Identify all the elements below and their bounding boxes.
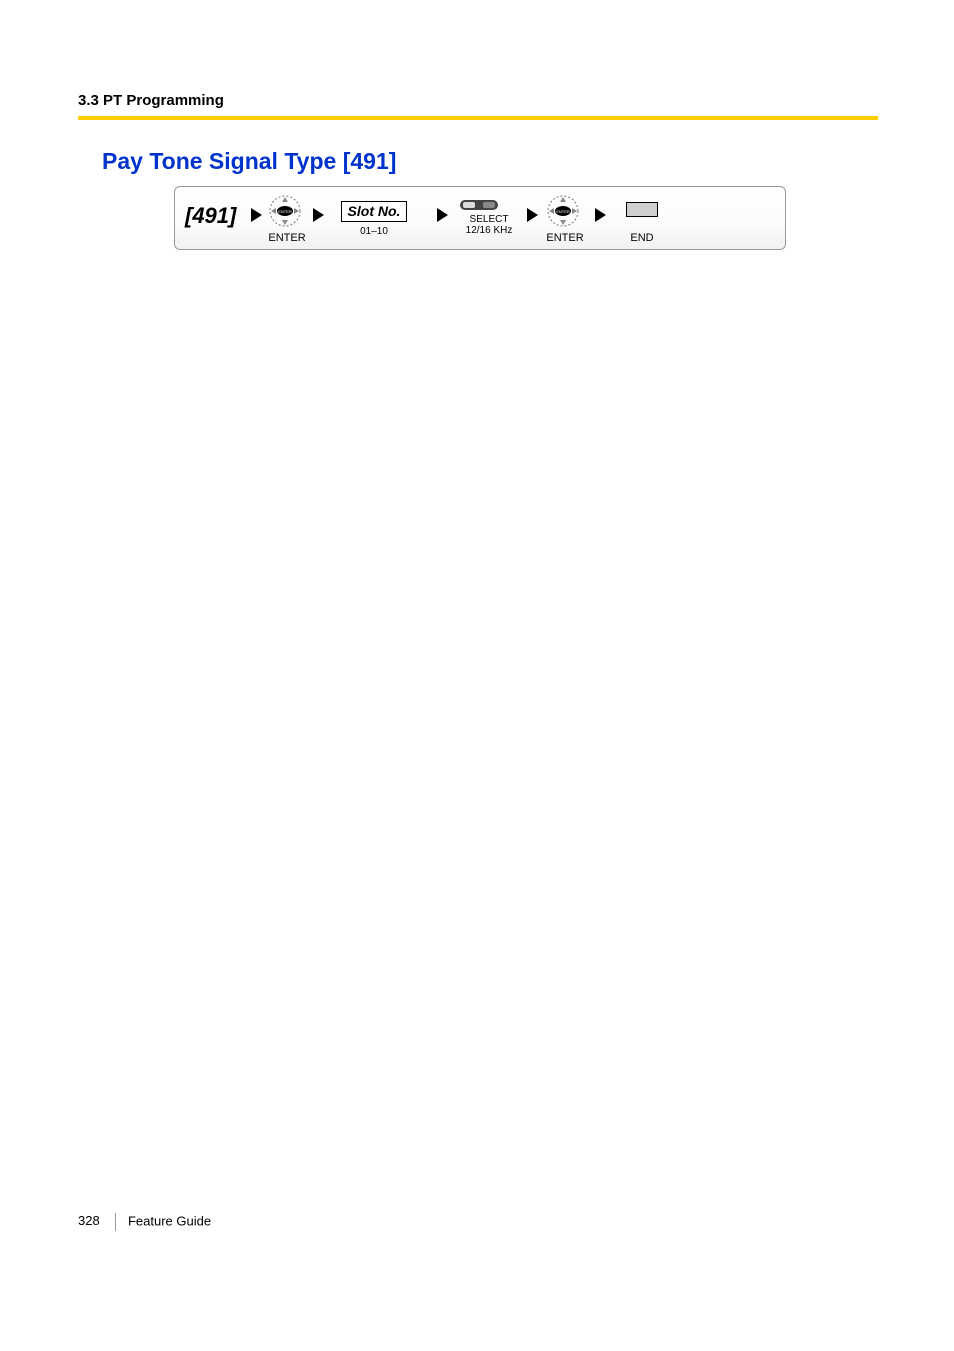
slot-number-box: Slot No. xyxy=(341,201,408,222)
arrow-icon xyxy=(313,208,324,227)
arrow-icon xyxy=(437,208,448,227)
arrow-icon xyxy=(595,208,606,227)
slot-number-step: Slot No. 01–10 xyxy=(335,201,413,237)
arrow-icon xyxy=(527,208,538,227)
enter-key: ENTER ENTER xyxy=(265,193,309,244)
guide-name: Feature Guide xyxy=(128,1213,211,1228)
program-code: [491] xyxy=(185,205,236,228)
end-key: END xyxy=(617,202,667,244)
footer-divider xyxy=(115,1213,116,1231)
select-key: SELECT 12/16 KHz xyxy=(459,197,519,236)
programming-flow-panel: [491] xyxy=(174,186,786,250)
enter-key: ENTER ENTER xyxy=(543,193,587,244)
select-key-icon xyxy=(459,197,519,213)
end-key-icon xyxy=(626,202,658,217)
svg-text:ENTER: ENTER xyxy=(278,209,292,214)
section-header: 3.3 PT Programming xyxy=(78,92,224,109)
arrow-icon xyxy=(251,208,262,227)
select-key-label: SELECT xyxy=(459,214,519,225)
enter-key-icon: ENTER xyxy=(265,193,309,229)
accent-rule xyxy=(78,116,878,120)
slot-range: 01–10 xyxy=(335,226,413,237)
enter-key-label: ENTER xyxy=(543,232,587,244)
flow-row: [491] xyxy=(175,187,785,249)
document-page: 3.3 PT Programming Pay Tone Signal Type … xyxy=(0,0,954,1351)
select-value: 12/16 KHz xyxy=(459,225,519,236)
enter-key-icon: ENTER xyxy=(543,193,587,229)
enter-key-label: ENTER xyxy=(265,232,309,244)
program-code-text: [491] xyxy=(185,203,236,228)
svg-text:ENTER: ENTER xyxy=(556,209,570,214)
end-key-label: END xyxy=(617,232,667,244)
page-title: Pay Tone Signal Type [491] xyxy=(102,148,396,175)
page-footer: 328 Feature Guide xyxy=(78,1213,211,1231)
page-number: 328 xyxy=(78,1213,100,1228)
